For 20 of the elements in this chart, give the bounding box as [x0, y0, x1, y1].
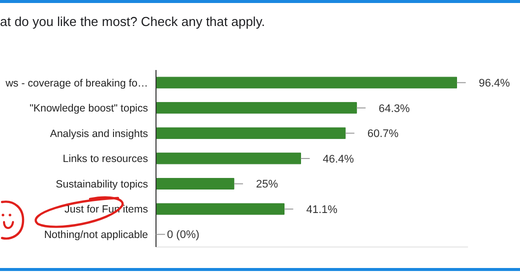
data-label: 96.4% [478, 77, 510, 90]
y-tick-label: Sustainability topics [56, 178, 148, 190]
y-tick-label: Analysis and insights [50, 128, 148, 140]
bar [156, 178, 234, 190]
data-label: 46.4% [322, 153, 354, 166]
data-label: 60.7% [367, 128, 399, 140]
bar [156, 203, 284, 215]
bar [156, 152, 302, 164]
data-label: 41.1% [306, 204, 338, 216]
bar [156, 102, 357, 114]
y-tick-label: "Knowledge boost" topics [30, 102, 148, 115]
y-tick-label: ws - coverage of breaking fo… [4, 77, 148, 90]
data-label: 64.3% [378, 102, 410, 115]
data-label: 25% [256, 178, 278, 191]
y-tick-label: Nothing/not applicable [44, 229, 148, 242]
y-tick-label: Links to resources [62, 153, 148, 166]
data-label: 0 (0%) [167, 229, 200, 242]
bar [156, 127, 346, 139]
bar [156, 76, 458, 88]
chart-title: at do you like the most? Check any that apply. [0, 14, 265, 29]
